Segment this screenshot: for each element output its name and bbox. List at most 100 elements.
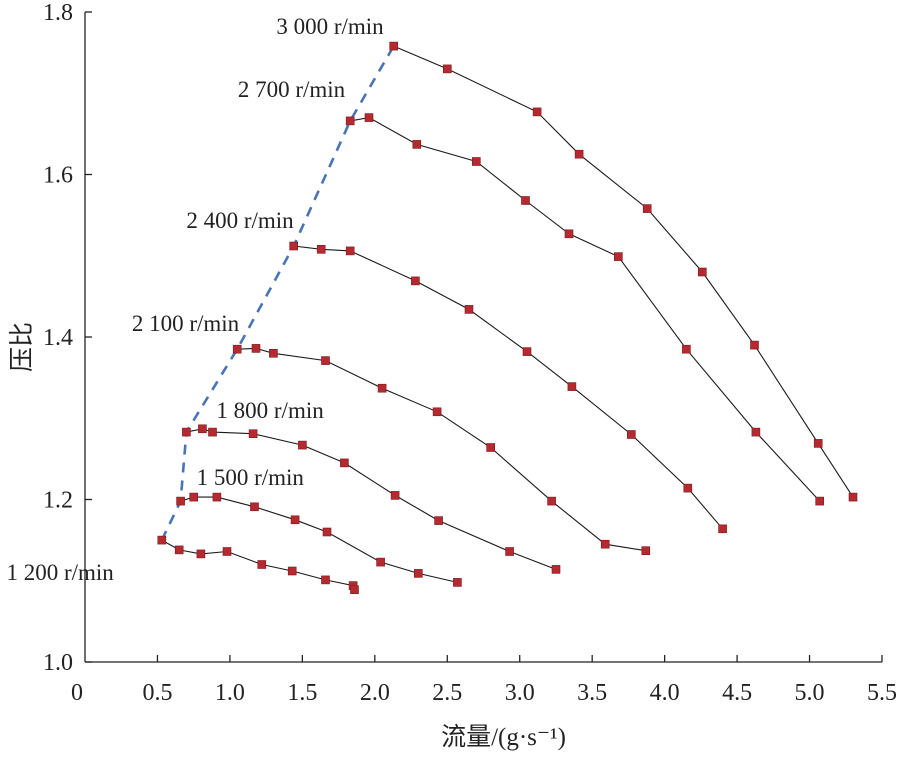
data-point <box>189 492 198 502</box>
series-3 <box>182 424 561 574</box>
series-6 <box>345 113 825 506</box>
data-point <box>682 344 691 354</box>
axes <box>84 12 882 663</box>
data-point <box>232 344 242 354</box>
series-line <box>350 117 821 502</box>
data-point <box>321 356 330 365</box>
data-point <box>848 492 858 502</box>
x-tick-label: 3.0 <box>505 680 535 706</box>
data-point <box>176 496 185 506</box>
data-point <box>350 585 359 595</box>
data-point <box>521 196 530 205</box>
series-label: 1 500 r/min <box>197 465 305 490</box>
series-label: 1 800 r/min <box>216 398 324 423</box>
data-point <box>613 252 623 261</box>
data-point <box>642 204 652 213</box>
data-point <box>289 241 299 251</box>
data-point <box>345 246 355 256</box>
x-tick-label: 4.0 <box>650 680 680 706</box>
data-point <box>412 140 422 149</box>
data-point <box>522 347 532 356</box>
data-point <box>574 149 584 159</box>
series-label: 1 200 r/min <box>6 560 114 585</box>
data-point <box>432 407 442 417</box>
y-tick-label: 1.6 <box>43 163 73 189</box>
series-group <box>157 41 858 595</box>
y-axis-title: 压比 <box>8 322 36 372</box>
y-tick-label: 1.4 <box>43 325 73 351</box>
series-label: 3 000 r/min <box>276 14 384 39</box>
x-tick-label: 1.0 <box>215 680 245 706</box>
data-point <box>157 535 167 545</box>
data-point <box>212 492 222 502</box>
data-point <box>287 566 297 576</box>
data-point <box>250 502 259 512</box>
data-point <box>411 276 420 286</box>
data-point <box>377 383 387 393</box>
data-point <box>251 344 261 353</box>
data-point <box>298 440 307 450</box>
data-point <box>340 458 349 468</box>
data-point <box>813 439 823 448</box>
data-point <box>547 496 556 506</box>
data-point <box>751 427 761 437</box>
data-point <box>600 539 610 549</box>
data-point <box>471 157 481 166</box>
data-point <box>316 245 326 254</box>
data-point <box>389 41 399 51</box>
data-point <box>464 305 474 314</box>
y-tick-label: 1.2 <box>43 488 73 514</box>
x-tick-label: 0.5 <box>142 680 172 706</box>
data-point <box>390 491 400 500</box>
series-line <box>293 245 724 530</box>
data-point <box>322 527 332 537</box>
series-labels: 1 200 r/min 1 500 r/min 1 800 r/min 2 100 r… <box>6 14 384 585</box>
series-5 <box>289 241 727 534</box>
x-tick-label: 1.5 <box>287 680 317 706</box>
data-point <box>564 229 574 239</box>
data-point <box>750 340 759 350</box>
data-point <box>290 515 300 525</box>
data-point <box>626 430 636 439</box>
data-point <box>376 557 385 567</box>
series-4 <box>232 344 651 556</box>
x-axis-title: 流量/(g·s⁻¹) <box>441 723 566 751</box>
x-tick-label: 2.0 <box>360 680 390 706</box>
y-ticks: 1.0 1.2 1.4 1.6 1.8 <box>43 0 92 676</box>
data-point <box>641 546 651 556</box>
data-point <box>208 427 217 437</box>
series-line <box>237 347 646 552</box>
x-tick-label: 5.0 <box>795 680 825 706</box>
data-point <box>683 483 693 493</box>
series-7 <box>389 41 858 502</box>
data-point <box>345 116 355 126</box>
series-label: 2 100 r/min <box>132 311 240 336</box>
data-point <box>442 64 452 74</box>
data-point <box>532 107 542 117</box>
data-point <box>182 427 191 437</box>
y-tick-label: 1.8 <box>43 0 73 26</box>
x-tick-label: 5.5 <box>867 680 897 706</box>
data-point <box>505 547 514 556</box>
data-point <box>174 545 184 555</box>
data-point <box>697 267 707 277</box>
data-point <box>815 496 825 506</box>
series-2 <box>176 492 462 587</box>
y-tick-label: 1.0 <box>43 650 73 676</box>
data-point <box>257 560 267 569</box>
x-tick-label: 2.5 <box>432 680 462 706</box>
data-point <box>486 443 496 452</box>
data-point <box>198 424 207 434</box>
x-tick-label: 0 <box>71 680 83 706</box>
series-label: 2 400 r/min <box>186 208 294 233</box>
x-tick-label: 4.5 <box>722 680 752 706</box>
data-point <box>567 382 577 391</box>
data-point <box>269 348 278 358</box>
data-point <box>718 524 727 534</box>
data-point <box>453 578 462 587</box>
x-tick-label: 3.5 <box>577 680 607 706</box>
data-point <box>364 113 374 122</box>
data-point <box>196 549 206 559</box>
data-point <box>551 565 561 574</box>
